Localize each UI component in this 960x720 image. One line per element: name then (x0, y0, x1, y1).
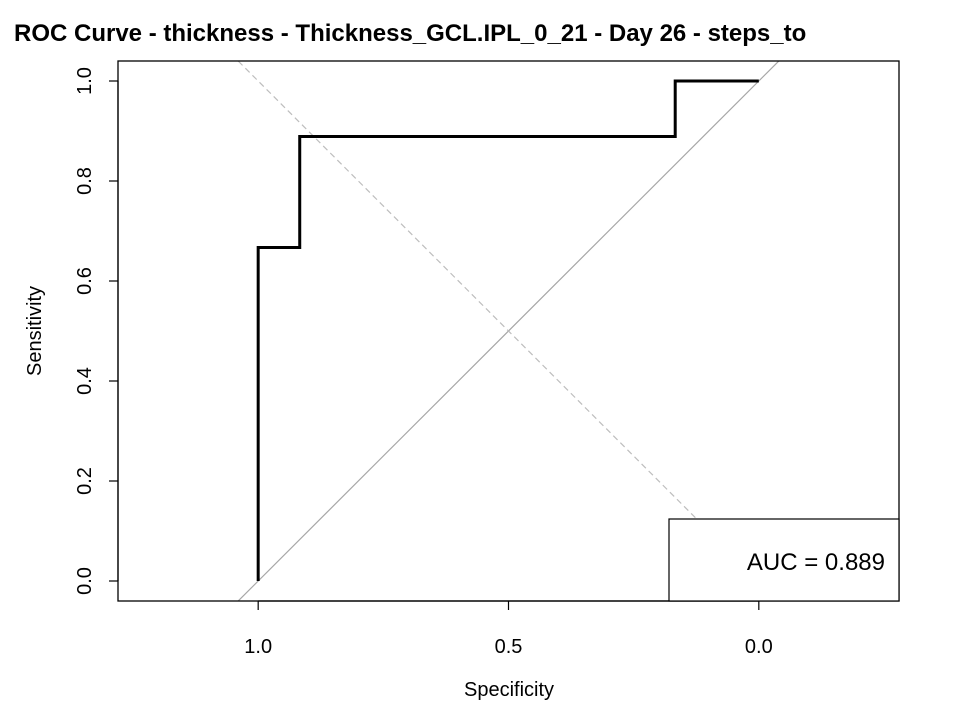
auc-legend-box (668, 518, 900, 602)
y-tick-label: 0.4 (74, 367, 96, 395)
auc-label: AUC = 0.889 (747, 549, 885, 576)
chart-title: ROC Curve - thickness - Thickness_GCL.IP… (14, 20, 806, 47)
auc-legend: AUC = 0.889 (668, 518, 900, 602)
best-threshold-diagonal-line (237, 61, 780, 601)
roc-curve-line (256, 79, 759, 581)
y-tick-label: 0.0 (74, 567, 96, 595)
plot-content (237, 61, 780, 601)
x-axis-label: Specificity (464, 679, 554, 701)
y-tick-label: 1.0 (74, 67, 96, 95)
x-tick-label: 0.0 (745, 636, 773, 658)
y-tick-label: 0.6 (74, 267, 96, 295)
x-tick-label: 0.5 (495, 636, 523, 658)
y-tick-label: 0.8 (74, 167, 96, 195)
y-tick-label: 0.2 (74, 467, 96, 495)
x-tick-label: 1.0 (244, 636, 272, 658)
chance-diagonal-line (237, 61, 780, 601)
plot-area (237, 61, 780, 601)
y-axis-label: Sensitivity (24, 286, 46, 376)
x-axis: 1.0 0.5 0.0 (244, 600, 773, 658)
y-axis: 0.0 0.2 0.4 0.6 0.8 1.0 (74, 67, 119, 595)
